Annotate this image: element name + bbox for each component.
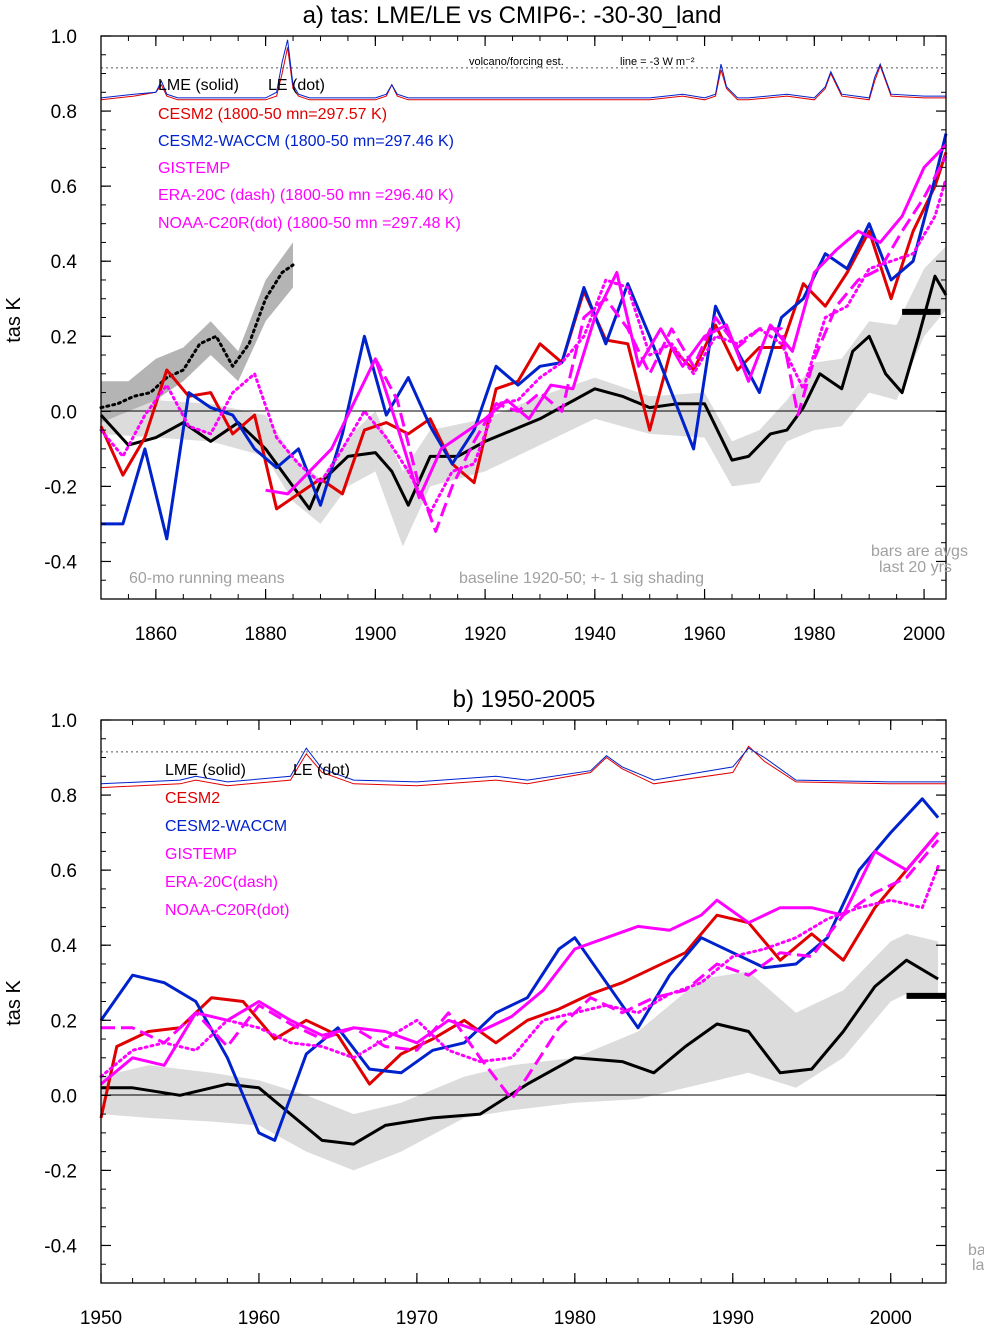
- x-tick-label: 1950: [80, 1308, 122, 1325]
- legend-waccm: CESM2-WACCM (1800-50 mn=297.46 K): [158, 133, 454, 150]
- volcanic-waccm-line: [100, 747, 946, 785]
- x-tick-label: 1880: [244, 624, 286, 645]
- le-spread-band: [101, 242, 293, 423]
- y-tick-label: 0.4: [51, 936, 78, 957]
- x-tick-label: 1960: [683, 624, 725, 645]
- series-cesm2: [99, 831, 940, 1119]
- y-tick-label: 0.8: [51, 786, 77, 807]
- y-tick-label: 0.2: [51, 1011, 77, 1032]
- x-tick-label: 1940: [574, 624, 616, 645]
- y-tick-label: 0.6: [51, 177, 77, 198]
- running-mean-note: 60-mo running means: [129, 570, 285, 587]
- baseline-note: baseline 1920-50; +- 1 sig shading: [459, 570, 704, 587]
- legend-cesm2: CESM2 (1800-50 mn=297.57 K): [158, 106, 387, 123]
- panel-a-title: a) tas: LME/LE vs CMIP6-: -30-30_land: [303, 2, 722, 29]
- x-tick-label: 1980: [554, 1308, 596, 1325]
- y-tick-label: -0.4: [44, 552, 77, 573]
- legend-noaa: NOAA-C20R(dot) (1800-50 mn =297.48 K): [158, 215, 461, 232]
- y-tick-label: -0.4: [44, 1236, 77, 1257]
- legend-b-cesm2: CESM2: [165, 790, 220, 807]
- panel-b-frame: [100, 719, 947, 1284]
- bars-note-b-2: la: [972, 1257, 984, 1274]
- legend-le: LE (dot): [268, 77, 325, 94]
- series-noaa-c20r: [99, 864, 940, 1079]
- x-tick-label: 1990: [712, 1308, 754, 1325]
- x-tick-label: 1960: [238, 1308, 280, 1325]
- legend-b-le: LE (dot): [293, 762, 350, 779]
- panel-b-series: [99, 797, 940, 1146]
- x-tick-label: 1920: [464, 624, 506, 645]
- y-tick-label: 0.8: [51, 102, 77, 123]
- legend-gistemp: GISTEMP: [158, 160, 230, 177]
- lme-spread-band: [101, 933, 939, 1171]
- x-tick-label: 2000: [903, 624, 945, 645]
- series-lme: [99, 274, 948, 511]
- series-le: [99, 263, 295, 410]
- line-label: line = -3 W m⁻²: [620, 56, 695, 68]
- y-tick-label: 1.0: [51, 27, 77, 48]
- x-tick-label: 1980: [793, 624, 835, 645]
- panel-b-volcanic-forcing: [100, 745, 946, 789]
- panel-a-series: [99, 133, 948, 541]
- y-tick-label: 0.4: [51, 252, 78, 273]
- volcanic-waccm-line: [100, 39, 946, 99]
- y-tick-label: 0.0: [51, 402, 77, 423]
- y-tick-label: 1.0: [51, 711, 77, 732]
- series-lme: [101, 958, 939, 1146]
- panel-a-legend: LME (solid) LE (dot) CESM2 (1800-50 mn=2…: [158, 77, 461, 232]
- legend-b-era20c: ERA-20C(dash): [165, 874, 278, 891]
- panel-b-title: b) 1950-2005: [453, 686, 596, 713]
- bars-note-b-1: ba: [968, 1242, 984, 1259]
- y-tick-label: -0.2: [44, 477, 77, 498]
- panel-b-legend: LME (solid) LE (dot) CESM2 CESM2-WACCM G…: [165, 762, 350, 919]
- lme-spread-band: [101, 246, 946, 547]
- series-gistemp: [265, 143, 948, 500]
- series-noaa-c20r: [99, 177, 948, 515]
- bars-note-2: last 20 yrs: [879, 559, 952, 576]
- legend-era20c: ERA-20C (dash) (1800-50 mn =296.40 K): [158, 187, 454, 204]
- panel-a-volcanic-forcing: [100, 39, 946, 101]
- volcanic-cesm2-line: [100, 47, 946, 101]
- panel-b-axes: -0.4 -0.2 0.0 0.2 0.4 0.6 0.8 1.0 1950 1960 1970 19…: [44, 711, 946, 1325]
- bars-note-1: bars are avgs: [871, 543, 968, 560]
- y-tick-label: 0.2: [51, 327, 77, 348]
- legend-b-noaa: NOAA-C20R(dot): [165, 902, 289, 919]
- x-tick-label: 1860: [135, 624, 177, 645]
- series-era-20c: [101, 839, 940, 1101]
- panel-a-shading: [101, 242, 946, 547]
- y-tick-label: 0.6: [51, 861, 77, 882]
- x-tick-label: 2000: [870, 1308, 912, 1325]
- x-tick-label: 1970: [396, 1308, 438, 1325]
- series-era-20c: [374, 155, 948, 533]
- series-cesm2: [99, 151, 948, 511]
- panel-b-shading: [101, 933, 939, 1171]
- series-gistemp: [100, 831, 940, 1086]
- volcanic-cesm2-line: [100, 745, 946, 789]
- panel-a-ylabel: tas K: [3, 297, 25, 343]
- panel-b: b) 1950-2005 tas K -0.4 -0.2 0.0 0.2 0.4 0.6 0…: [3, 686, 984, 1325]
- volcano-label: volcano/forcing est.: [469, 56, 564, 68]
- panel-a: a) tas: LME/LE vs CMIP6-: -30-30_land ta…: [3, 2, 968, 645]
- legend-b-waccm: CESM2-WACCM: [165, 818, 287, 835]
- legend-b-gistemp: GISTEMP: [165, 846, 237, 863]
- y-tick-label: 0.0: [51, 1086, 77, 1107]
- legend-b-lme: LME (solid): [165, 762, 246, 779]
- legend-lme: LME (solid): [158, 77, 239, 94]
- panel-a-axes: -0.4 -0.2 0.0 0.2 0.4 0.6 0.8 1.0 1860 1880 1900 19…: [44, 27, 946, 645]
- y-tick-label: -0.2: [44, 1161, 77, 1182]
- x-tick-label: 1900: [354, 624, 396, 645]
- panel-b-ylabel: tas K: [3, 980, 25, 1026]
